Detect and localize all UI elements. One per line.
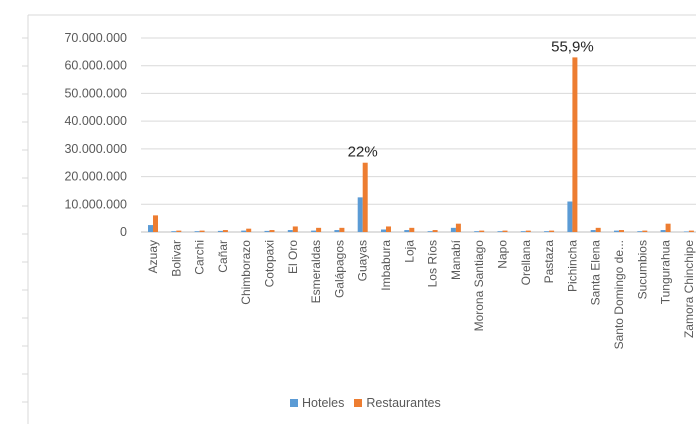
- data-annotation: 55,9%: [551, 38, 594, 55]
- bar-hoteles-16: [520, 231, 526, 232]
- x-axis-category-labels: Azuay Bolivar Carchi Cañar Chimborazo Cotopax…: [146, 239, 696, 349]
- y-axis-tick-labels: 70.000.000 60.000.000 50.000.000 40.000.000…: [64, 31, 127, 239]
- chart-frame: [22, 14, 696, 424]
- bar-hoteles-5: [264, 230, 270, 232]
- bar-hoteles-21: [637, 231, 643, 232]
- bar-hoteles-12: [427, 231, 433, 232]
- x-tick-label: Galápagos: [332, 240, 346, 298]
- bar-restaurantes-9: [362, 162, 368, 232]
- bar-hoteles-3: [217, 230, 223, 232]
- data-annotation: 22%: [348, 144, 378, 161]
- bar-restaurantes-1: [176, 230, 182, 232]
- x-tick-label: Sucumbios: [635, 240, 649, 299]
- legend-item-restaurantes: Restaurantes: [354, 396, 441, 410]
- annotations: 22% 55,9%: [348, 38, 594, 160]
- gridlines: [141, 37, 696, 233]
- bar-restaurantes-15: [502, 230, 508, 232]
- x-tick-label: Santo Domingo de...: [612, 240, 626, 349]
- bar-restaurantes-0: [153, 215, 158, 232]
- bar-restaurantes-10: [386, 226, 391, 232]
- x-tick-label: Manabí: [449, 239, 463, 280]
- bar-hoteles-0: [148, 225, 153, 232]
- x-tick-label: Cotopaxi: [263, 240, 277, 287]
- x-tick-label: Pastaza: [542, 240, 556, 284]
- bar-hoteles-17: [544, 231, 550, 232]
- y-tick-label: 40.000.000: [64, 114, 127, 128]
- bar-hoteles-23: [683, 231, 689, 232]
- bar-restaurantes-21: [642, 230, 648, 232]
- bar-restaurantes-11: [409, 227, 415, 232]
- bar-hoteles-1: [171, 231, 177, 232]
- x-tick-label: Pichincha: [565, 240, 579, 292]
- x-tick-label: Azuay: [146, 240, 160, 273]
- bar-hoteles-8: [334, 230, 340, 232]
- legend-swatch-restaurantes: [354, 399, 363, 407]
- bar-restaurantes-5: [269, 230, 275, 232]
- bar-hoteles-18: [567, 201, 573, 232]
- bar-restaurantes-8: [339, 227, 345, 232]
- x-tick-label: Guayas: [356, 240, 370, 281]
- x-tick-label: Tungurahua: [659, 240, 673, 305]
- y-tick-label: 50.000.000: [64, 86, 127, 100]
- bar-hoteles-14: [474, 231, 480, 232]
- legend: Hoteles Restaurantes: [290, 396, 441, 410]
- bar-restaurantes-14: [479, 230, 485, 232]
- x-tick-label: Imbabura: [379, 240, 393, 291]
- bar-restaurantes-13: [455, 223, 461, 232]
- bar-hoteles-22: [660, 230, 666, 232]
- bar-restaurantes-7: [316, 227, 322, 232]
- bar-restaurantes-23: [688, 230, 694, 232]
- x-tick-label: Zamora Chinchipe: [682, 240, 696, 338]
- x-tick-label: Santa Elena: [589, 240, 603, 306]
- bar-restaurantes-2: [199, 230, 205, 232]
- y-tick-label: 10.000.000: [64, 197, 127, 211]
- legend-label-hoteles: Hoteles: [302, 396, 345, 410]
- bar-restaurantes-19: [595, 227, 601, 232]
- bar-hoteles-11: [404, 230, 410, 232]
- bar-restaurantes-3: [222, 230, 228, 232]
- bar-restaurantes-16: [525, 230, 531, 232]
- bar-hoteles-10: [381, 229, 386, 232]
- bar-restaurantes-4: [246, 228, 252, 232]
- bar-hoteles-15: [497, 231, 503, 232]
- bar-restaurantes-17: [549, 230, 555, 232]
- bar-restaurantes-12: [432, 230, 438, 232]
- x-tick-label: Napo: [496, 240, 510, 269]
- bar-restaurantes-18: [572, 57, 578, 233]
- x-tick-label: Morona Santiago: [472, 240, 486, 332]
- bar-restaurantes-6: [292, 226, 298, 232]
- legend-label-restaurantes: Restaurantes: [366, 396, 441, 410]
- x-tick-label: Chimborazo: [239, 240, 253, 305]
- x-tick-label: Loja: [402, 240, 416, 263]
- y-tick-label: 60.000.000: [64, 59, 127, 73]
- x-tick-label: Cañar: [216, 240, 230, 273]
- bar-hoteles-13: [450, 227, 456, 232]
- bar-hoteles-6: [287, 230, 293, 232]
- bar-restaurantes-22: [665, 223, 671, 232]
- bar-hoteles-2: [194, 231, 200, 232]
- x-tick-label: Orellana: [519, 240, 533, 286]
- bar-hoteles-20: [614, 230, 619, 232]
- x-tick-label: Los Ríos: [426, 240, 440, 287]
- bar-hoteles-4: [241, 230, 247, 232]
- y-tick-label: 20.000.000: [64, 170, 127, 184]
- legend-item-hoteles: Hoteles: [290, 396, 344, 410]
- bar-hoteles-19: [590, 230, 596, 232]
- bar-restaurantes-20: [619, 230, 624, 232]
- y-tick-label: 70.000.000: [64, 31, 127, 45]
- bar-hoteles-7: [311, 230, 317, 232]
- x-tick-label: Carchi: [193, 240, 207, 275]
- bar-hoteles-9: [357, 197, 363, 232]
- y-tick-label: 30.000.000: [64, 142, 127, 156]
- bars: [148, 57, 694, 233]
- y-tick-label: 0: [120, 225, 127, 239]
- x-tick-label: Bolivar: [169, 240, 183, 277]
- x-tick-label: El Oro: [286, 240, 300, 274]
- legend-swatch-hoteles: [290, 399, 298, 407]
- x-tick-label: Esmeraldas: [309, 240, 323, 303]
